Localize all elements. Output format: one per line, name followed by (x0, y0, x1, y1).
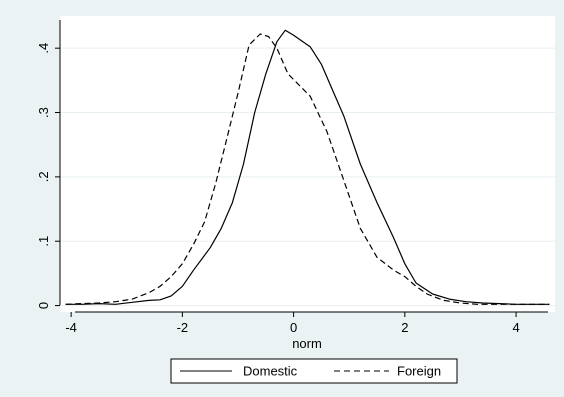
series-layer (65, 29, 550, 305)
legend: Domestic Foreign (170, 358, 458, 384)
axis-layer (59, 20, 548, 313)
x-tick-label: 0 (290, 320, 297, 335)
x-tick-label: 4 (512, 320, 519, 335)
x-axis-title: norm (292, 336, 322, 351)
x-tick-label: -4 (65, 320, 77, 335)
series-line-domestic (65, 29, 550, 305)
x-tick-label: -2 (177, 320, 189, 335)
y-tick-label: .2 (36, 171, 51, 182)
x-tick-label: 2 (401, 320, 408, 335)
legend-label-domestic: Domestic (243, 364, 298, 379)
legend-label-foreign: Foreign (397, 364, 441, 379)
y-tick-label: .1 (36, 236, 51, 247)
plot-area (60, 16, 555, 312)
y-ticks: 0 .1 .2 .3 .4 (36, 43, 60, 309)
x-ticks: -4 -2 0 2 4 (65, 312, 520, 335)
series-line-foreign (65, 33, 550, 305)
y-tick-label: .3 (36, 107, 51, 118)
grid-layer (60, 47, 555, 307)
y-tick-label: 0 (36, 302, 51, 309)
y-tick-label: .4 (36, 43, 51, 54)
